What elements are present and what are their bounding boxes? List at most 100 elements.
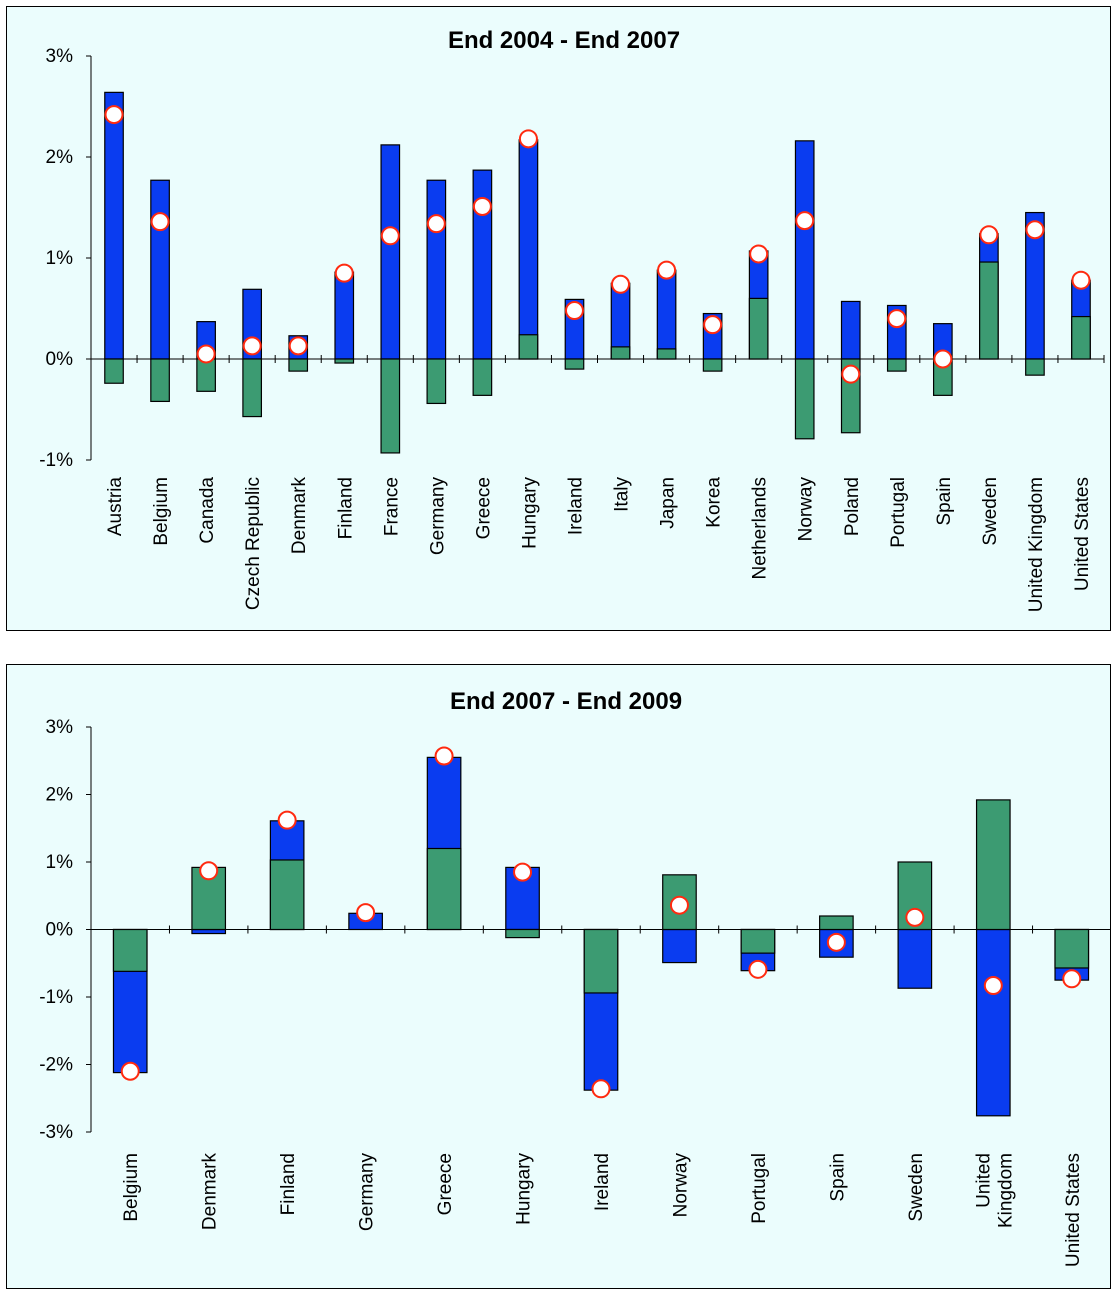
x-tick-label: Ireland [565,477,586,535]
x-tick-label-line: Portugal [749,1153,770,1224]
x-tick-label: Greece [473,477,494,539]
bar-component [1071,315,1091,360]
bar-component [702,358,723,372]
bar-component [975,799,1011,931]
bar-total [794,140,815,360]
x-tick-label-line: Netherlands [750,477,771,579]
bar-component [242,358,263,418]
bar-total [150,179,170,360]
x-tick-label: Portugal [888,477,909,548]
bar-component [979,261,999,360]
point-marker [288,336,308,356]
bar-component [380,358,401,454]
bar-component [269,859,305,931]
point-marker [104,105,124,125]
bar-component [104,358,124,384]
chart-title: End 2004 - End 2007 [448,27,680,54]
point-marker [196,344,216,364]
x-tick-label-line: Kingdom [995,1153,1016,1228]
x-tick-label-line: United States [1072,477,1093,591]
x-tick-label-line: Hungary [514,1153,535,1225]
x-tick-label: UnitedKingdom [973,1153,1016,1228]
x-tick-label: Greece [435,1153,456,1215]
x-tick-label-line: Poland [842,477,863,536]
y-tick-label: 1% [46,852,74,873]
x-tick-label: Norway [670,1153,691,1218]
x-tick-label: Netherlands [750,477,771,579]
x-tick-label-line: France [381,477,402,536]
x-tick-label: Finland [335,477,356,539]
bar-component [583,928,619,994]
point-marker [334,263,354,283]
x-tick-label: Czech Republic [243,477,264,610]
y-tick-label: -1% [39,987,73,1008]
y-tick-label: 1% [46,248,74,269]
x-tick-label: United Kingdom [1026,477,1047,612]
x-tick-label: Germany [357,1153,378,1232]
bar-total [518,139,539,360]
x-tick-label-line: Denmark [289,477,310,555]
chart-panel-2004-2007: End 2004 - End 2007 3% 2% 1% 0% -1% Austria Bel… [6,6,1111,631]
x-tick-label: Spain [934,477,955,526]
point-marker [979,225,999,245]
point-marker [120,1061,140,1081]
bar-total [334,271,355,360]
x-tick-label-line: Greece [435,1153,456,1215]
x-tick-label-line: Austria [105,477,126,537]
x-tick-label: Denmark [289,477,310,555]
chart-svg: End 2004 - End 2007 3% 2% 1% 0% -1% Austria Bel… [39,27,1105,612]
point-marker [611,274,631,294]
x-tick-label-line: Norway [670,1153,691,1218]
bar-component [112,928,148,972]
bar-total [975,928,1011,1117]
bar-component [426,358,447,405]
y-tick-label: 2% [46,785,74,806]
point-marker [669,895,689,915]
point-marker [356,903,376,923]
point-marker [749,244,769,264]
point-marker [1062,969,1082,989]
x-tick-label-line: Ireland [592,1153,613,1211]
x-tick-label-line: Finland [278,1153,299,1215]
x-tick-label: Spain [827,1153,848,1202]
x-tick-label-line: Greece [473,477,494,539]
bar-component [819,915,854,931]
bar-component [886,358,907,372]
x-tick-label: Japan [658,477,679,529]
x-tick-label-line: United Kingdom [1026,477,1047,612]
bar-component [740,928,776,954]
x-tick-label-line: Italy [612,477,633,512]
bar-component [426,847,462,931]
bar-component [748,297,769,360]
bar-component [150,358,170,403]
x-tick-label: United States [1072,477,1093,591]
point-marker [887,309,907,329]
bar-total [662,928,697,964]
y-tick-label: -1% [39,450,73,471]
x-tick-label: United States [1063,1153,1084,1267]
y-tick-label: 2% [46,147,74,168]
bar-component [334,358,355,364]
point-marker [748,959,768,979]
x-tick-label: France [381,477,402,536]
bar-component [794,358,815,440]
x-tick-label-line: Germany [427,477,448,556]
x-tick-label-line: United States [1063,1153,1084,1267]
point-marker [1025,220,1045,240]
point-marker [826,932,846,952]
x-tick-label: Finland [278,1153,299,1215]
point-marker [983,976,1003,996]
chart-panel-2007-2009: End 2007 - End 2009 3% 2% 1% 0% -1% -2% -3% Belg… [6,664,1111,1289]
x-tick-label: Norway [796,477,817,542]
bar-total [380,144,401,360]
bar-component [610,346,631,360]
bar-component [564,358,585,370]
x-tick-label: Portugal [749,1153,770,1224]
x-tick-label-line: Sweden [906,1153,927,1222]
x-tick-label-line: Japan [658,477,679,529]
point-marker [1071,270,1091,290]
x-tick-label-line: Belgium [151,477,172,546]
bar-component [1025,358,1045,376]
y-tick-label: 3% [46,46,74,67]
bar-component [196,358,216,392]
